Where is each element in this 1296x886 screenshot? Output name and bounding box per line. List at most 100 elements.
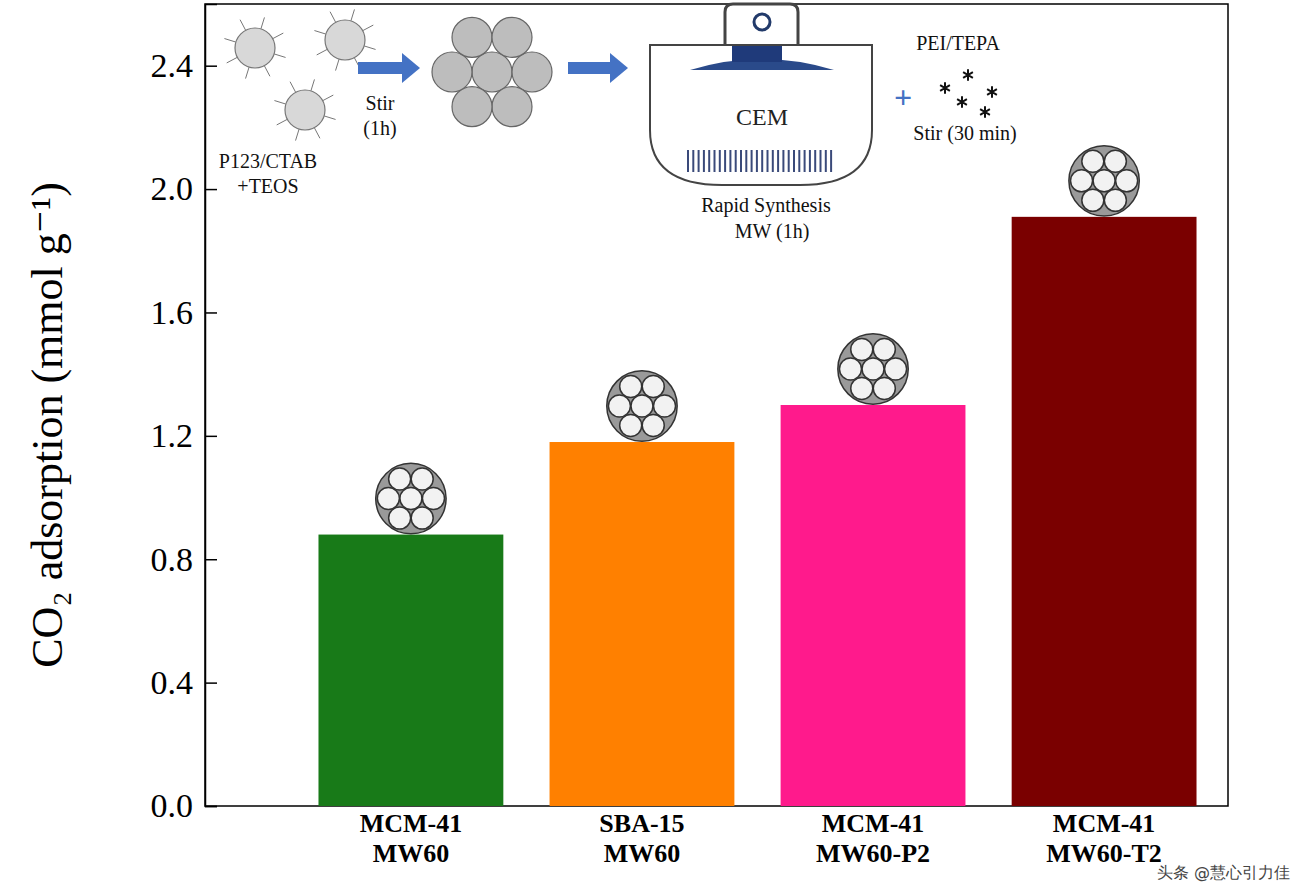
bar (1012, 217, 1197, 806)
icon-body (376, 463, 446, 533)
x-tick: SBA-15MW60 (599, 809, 684, 868)
pore-icon (607, 371, 677, 441)
reactor-stripe (724, 150, 726, 172)
micelle-chain (336, 59, 340, 70)
amine-star (963, 69, 973, 80)
icon-pore (862, 358, 884, 380)
micelle-chain (240, 20, 246, 31)
arrow-head (402, 53, 420, 83)
pore-icon (376, 463, 446, 533)
micelle (325, 20, 365, 60)
hex-pore (452, 17, 492, 57)
y-tick-label: 2.4 (151, 47, 194, 84)
reactor-knob (754, 14, 770, 30)
micelle-chain (261, 17, 265, 28)
x-tick-label-line: SBA-15 (599, 809, 684, 838)
micelle-chain (273, 33, 284, 39)
reactor-block (732, 46, 782, 62)
icon-pore (642, 375, 664, 397)
icon-pore (873, 378, 895, 400)
x-tick-label-line: MCM-41 (360, 809, 463, 838)
icon-pore (1082, 189, 1104, 211)
icon-pore (389, 507, 411, 529)
icon-body (1069, 146, 1139, 216)
chart: 0.00.40.81.21.62.02.4MCM-41MW60SBA-15MW6… (0, 0, 1296, 886)
reactor (650, 45, 872, 185)
reactor-stripe (782, 150, 784, 172)
icon-pore (411, 468, 433, 490)
icon-pore (422, 488, 444, 510)
y-tick: 0.8 (151, 541, 218, 578)
reactor-stripe (830, 150, 832, 172)
micelle-chain (277, 119, 288, 125)
icon-pore (411, 507, 433, 529)
x-tick-label: MCM-41MW60-T2 (1046, 809, 1162, 868)
reactor-stripe (825, 150, 827, 172)
icon-pore (620, 375, 642, 397)
reactor-stripe (735, 150, 737, 172)
y-tick: 2.0 (151, 170, 218, 207)
bars (318, 217, 1196, 806)
micelle-chain (364, 46, 375, 50)
amine-star (940, 82, 950, 93)
micelle-chain (363, 25, 374, 31)
y-tick-mark (205, 312, 217, 314)
amine-star (987, 86, 997, 97)
reactor-stripe (714, 150, 716, 172)
y-tick-mark (205, 806, 217, 808)
icon-pore (1104, 189, 1126, 211)
icon-pore (1082, 150, 1104, 172)
hex-pore (492, 87, 532, 127)
y-axis-line (206, 5, 218, 807)
icon-pore (377, 488, 399, 510)
reactor-stripe (719, 150, 721, 172)
micelle-chain (264, 66, 270, 77)
icon-pore (620, 415, 642, 437)
micelle-chain (317, 49, 328, 55)
x-tick-label-line: MCM-41 (822, 809, 925, 838)
icon-pore (1116, 170, 1138, 192)
y-tick: 0.0 (151, 787, 218, 824)
y-tick-label: 0.8 (151, 541, 194, 578)
micelle-chain (246, 67, 250, 78)
micelle (235, 28, 275, 68)
reactor-stripe (767, 150, 769, 172)
hex-pore (512, 52, 552, 92)
annotation: PEI/TEPA (916, 32, 1000, 54)
y-tick-mark (205, 436, 217, 438)
annotation: CEM (736, 104, 788, 130)
micelle-chain (296, 129, 300, 140)
annotation: + (894, 79, 912, 115)
reactor-stripe (809, 150, 811, 172)
y-tick: 2.4 (151, 47, 218, 84)
reactor-stripe (772, 150, 774, 172)
y-tick-label: 0.0 (151, 787, 194, 824)
icon-pore (654, 395, 676, 417)
micelle-chain (311, 79, 315, 90)
y-axis: 0.00.40.81.21.62.02.4 (151, 5, 218, 825)
reactor-stripe (820, 150, 822, 172)
y-tick-mark (205, 682, 217, 684)
micelle-chain (314, 128, 320, 139)
x-tick-label-line: MW60 (373, 839, 450, 868)
micelle-chain (227, 57, 238, 63)
watermark: 头条 @慧心引力佳 (1157, 863, 1290, 882)
icon-pore (1104, 150, 1126, 172)
icon-pore (1071, 170, 1093, 192)
micelle-chain (290, 82, 296, 93)
y-tick-label: 2.0 (151, 170, 194, 207)
reactor-stripe (729, 150, 731, 172)
micelle-chain (324, 116, 335, 120)
amine-star (980, 106, 990, 117)
icon-pore (851, 338, 873, 360)
y-tick: 1.6 (151, 294, 218, 331)
annotation: Stir (366, 92, 395, 114)
pore-icon (1069, 146, 1139, 216)
annotation: Rapid Synthesis (701, 194, 831, 217)
hex-pore (472, 52, 512, 92)
micelle-chain (274, 54, 285, 58)
micelle-chain (351, 9, 355, 20)
bar (550, 442, 735, 806)
annotation: +TEOS (237, 175, 298, 197)
reactor-stripe (708, 150, 710, 172)
